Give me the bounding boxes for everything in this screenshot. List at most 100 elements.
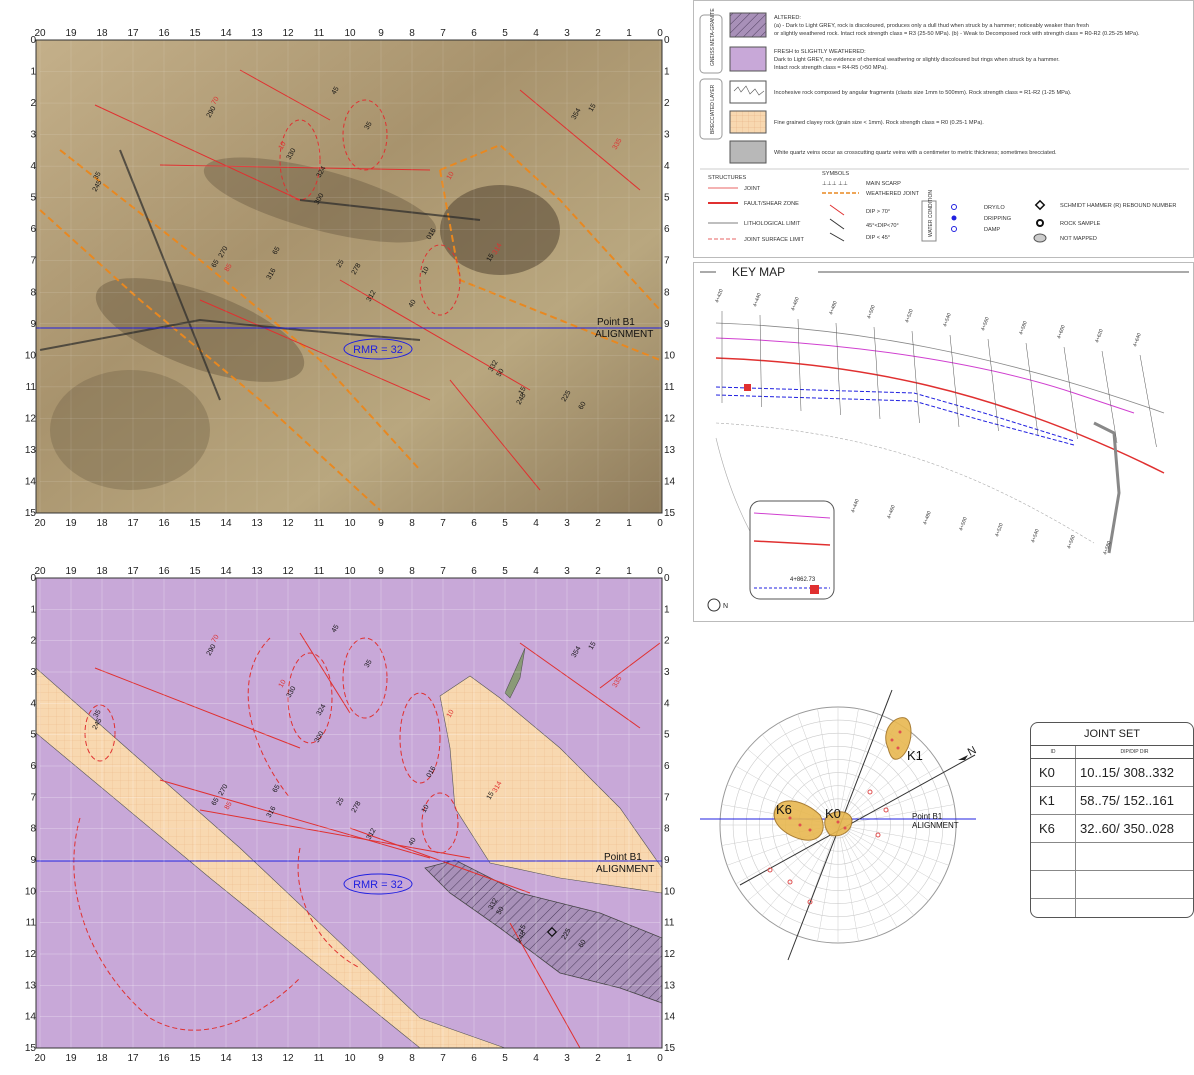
dip-label: 10: [278, 141, 288, 151]
x-tick-label: 15: [189, 518, 201, 529]
x-tick-label: 16: [158, 566, 170, 577]
geo-frame: [35, 577, 663, 1049]
dip-label: 316: [266, 805, 278, 819]
x-tick-label: 6: [471, 518, 477, 529]
y-tick-label: 0: [30, 573, 36, 584]
x-tick-label: 3: [564, 566, 570, 577]
y-tick-label: 13: [25, 445, 37, 456]
dip-label: 45: [331, 624, 341, 634]
y-tick-label: 7: [664, 792, 670, 803]
x-tick-label: 5: [502, 566, 508, 577]
legend-not-mapped: NOT MAPPED: [1060, 236, 1097, 242]
geo-map-svg: 2020191918181717161615151414131312121111…: [25, 566, 676, 1064]
legend-altered-text-1: (a) - Dark to Light GREY, rock is discol…: [774, 23, 1089, 29]
y-tick-label: 15: [25, 1043, 37, 1054]
photo-alignment-label: ALIGNMENT: [595, 329, 653, 340]
stereonet-spoke: [837, 824, 879, 936]
dip-label: 245: [92, 179, 104, 193]
y-tick-label: 14: [664, 1012, 676, 1023]
litho-limit-line: [59, 149, 421, 471]
stereonet-spoke: [735, 765, 839, 826]
joint-set-value: [1076, 899, 1193, 917]
legend-dip1: DIP > 70°: [866, 209, 890, 215]
dip-label: 85: [224, 263, 234, 273]
dip-label: 15: [518, 924, 528, 934]
joint-set-id: [1031, 899, 1076, 917]
x-tick-label: 18: [96, 566, 108, 577]
chainage-label: 4+580: [1018, 320, 1029, 335]
keymap-curve: [715, 422, 1095, 544]
table-row: [1031, 843, 1193, 871]
dip-label: 300: [314, 730, 326, 744]
x-tick-label: 0: [657, 1053, 663, 1064]
x-tick-label: 6: [471, 28, 477, 39]
chainage-label: 4+540: [1030, 528, 1041, 543]
chainage-label: 4+640: [1132, 332, 1143, 347]
x-tick-label: 0: [657, 518, 663, 529]
x-tick-label: 10: [344, 1053, 356, 1064]
joint-set-title: JOINT SET: [1031, 723, 1193, 746]
joint-line: [239, 69, 331, 121]
y-tick-label: 3: [664, 130, 670, 141]
joint-set-value: 58..75/ 152..161: [1080, 793, 1174, 808]
x-tick-label: 4: [533, 518, 539, 529]
chainage-label: 4+620: [1094, 328, 1105, 343]
stereonet-spoke: [797, 714, 839, 826]
y-tick-label: 4: [664, 161, 670, 172]
dip-label: 15: [588, 641, 598, 651]
x-tick-label: 6: [471, 566, 477, 577]
dip-label: 332: [488, 359, 500, 373]
x-tick-label: 9: [378, 566, 384, 577]
y-tick-label: 10: [25, 886, 37, 897]
legend-fresh-text-1: Dark to Light GREY, no evidence of chemi…: [774, 57, 1060, 63]
x-tick-label: 17: [127, 1053, 139, 1064]
dip-label: 35: [93, 709, 103, 719]
stereonet-spoke: [817, 824, 839, 942]
photo-rmr-ellipse: [343, 338, 413, 360]
legend-joint-label: JOINT: [744, 186, 761, 192]
y-tick-label: 6: [664, 761, 670, 772]
inset-red-line: [753, 540, 831, 546]
y-tick-label: 11: [26, 918, 37, 929]
photo-dark-patch: [95, 278, 305, 382]
chainage-label: 4+520: [904, 308, 915, 323]
legend-incohesive-swatch: [729, 80, 767, 104]
y-tick-label: 4: [30, 698, 36, 709]
stereonet-spoke: [837, 824, 915, 916]
y-tick-label: 6: [30, 761, 36, 772]
chainage-label: 4+480: [828, 300, 839, 315]
x-tick-label: 11: [314, 1053, 325, 1064]
keymap-red-line: [715, 357, 1165, 474]
x-tick-label: 7: [440, 566, 446, 577]
x-tick-label: 18: [96, 28, 108, 39]
x-tick-label: 13: [251, 518, 263, 529]
x-tick-label: 19: [65, 28, 77, 39]
dip-label: 290: [206, 105, 218, 119]
legend-quartz-swatch: [729, 140, 767, 164]
keymap-inset: [749, 500, 835, 600]
chainage-label: 4+420: [714, 288, 725, 303]
photo-axis-ticks: 2020191918181717161615151414131312121111…: [25, 28, 676, 529]
x-tick-label: 17: [127, 566, 139, 577]
x-tick-label: 1: [626, 1053, 632, 1064]
dip-label: 354: [571, 107, 583, 121]
dip-label: 65: [272, 246, 282, 256]
stereonet-alignment-label: ALIGNMENT: [912, 821, 959, 830]
dip-label: 65: [211, 797, 221, 807]
x-tick-label: 8: [409, 28, 415, 39]
keymap-svg: KEY MAP 4+420 4+440 4+460 4+480 4+500 4+520 4+…: [700, 265, 1189, 612]
y-tick-label: 3: [30, 130, 36, 141]
joint-surface-limit: [84, 704, 116, 762]
stereonet-spoke: [761, 824, 839, 916]
chainage-tick: [1025, 342, 1039, 436]
dip-label: 324: [316, 165, 328, 179]
y-tick-label: 13: [664, 445, 676, 456]
y-tick-label: 11: [664, 382, 675, 393]
legend-gneiss-label: GNEISS META-GRANITE: [710, 8, 716, 66]
y-tick-label: 4: [30, 161, 36, 172]
dip-label: 10: [421, 804, 431, 814]
x-tick-label: 4: [533, 1053, 539, 1064]
y-tick-label: 0: [664, 35, 670, 46]
dip-label: 300: [314, 192, 326, 206]
x-tick-label: 11: [314, 28, 325, 39]
